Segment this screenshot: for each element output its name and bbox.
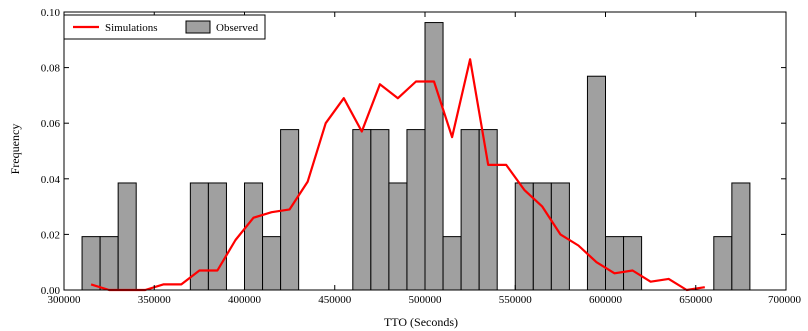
observed-bar-4: [189, 182, 209, 291]
observed-bar-13: [424, 22, 444, 291]
x-tick-label: 400000: [228, 294, 262, 306]
observed-bar-2: [99, 236, 119, 291]
x-tick-label: 550000: [499, 294, 533, 306]
observed-bar-24: [731, 182, 751, 291]
observed-bar-9: [352, 129, 372, 291]
observed-bar-11: [388, 182, 408, 291]
x-tick-label: 450000: [318, 294, 352, 306]
x-tick-label: 700000: [768, 294, 802, 306]
legend-observed-label: Observed: [216, 22, 259, 34]
observed-bar-12: [406, 129, 426, 291]
observed-bar-18: [532, 182, 552, 291]
x-tick-label: 650000: [679, 294, 713, 306]
observed-bar-14: [442, 236, 462, 291]
observed-bar-20: [586, 75, 607, 291]
legend-simulations-label: Simulations: [105, 22, 158, 34]
legend: Simulations Observed: [63, 14, 266, 40]
observed-bar-23: [713, 236, 733, 291]
axis-ticks: 300000 350000 400000 450000 500000 550000 6000…: [41, 7, 802, 306]
simulations-line: [90, 58, 705, 292]
observed-bar-5: [207, 182, 227, 291]
legend-observed-swatch: [185, 20, 211, 34]
observed-bar-16: [478, 129, 498, 291]
observed-bar-6: [244, 182, 264, 291]
y-tick-label: 0.02: [41, 229, 60, 241]
observed-bar-17: [514, 182, 534, 291]
x-tick-label: 350000: [138, 294, 172, 306]
y-tick-label: 0.10: [41, 7, 61, 19]
y-tick-label: 0.04: [41, 174, 61, 186]
x-tick-label: 300000: [48, 294, 82, 306]
x-axis-label: TTO (Seconds): [384, 315, 458, 329]
y-axis-label: Frequency: [8, 124, 22, 175]
y-tick-label: 0.00: [41, 285, 61, 297]
observed-bar-19: [550, 182, 570, 291]
observed-bars: [81, 22, 751, 291]
observed-bar-3: [117, 182, 137, 291]
x-tick-label: 500000: [409, 294, 443, 306]
observed-bar-15: [460, 129, 480, 291]
y-tick-label: 0.06: [41, 118, 61, 130]
observed-bar-22: [623, 236, 643, 291]
observed-bar-21: [605, 236, 625, 291]
x-tick-label: 600000: [589, 294, 623, 306]
y-tick-label: 0.08: [41, 63, 61, 75]
observed-bar-10: [370, 129, 390, 291]
observed-bar-7: [262, 236, 282, 291]
observed-bar-1: [81, 236, 101, 291]
